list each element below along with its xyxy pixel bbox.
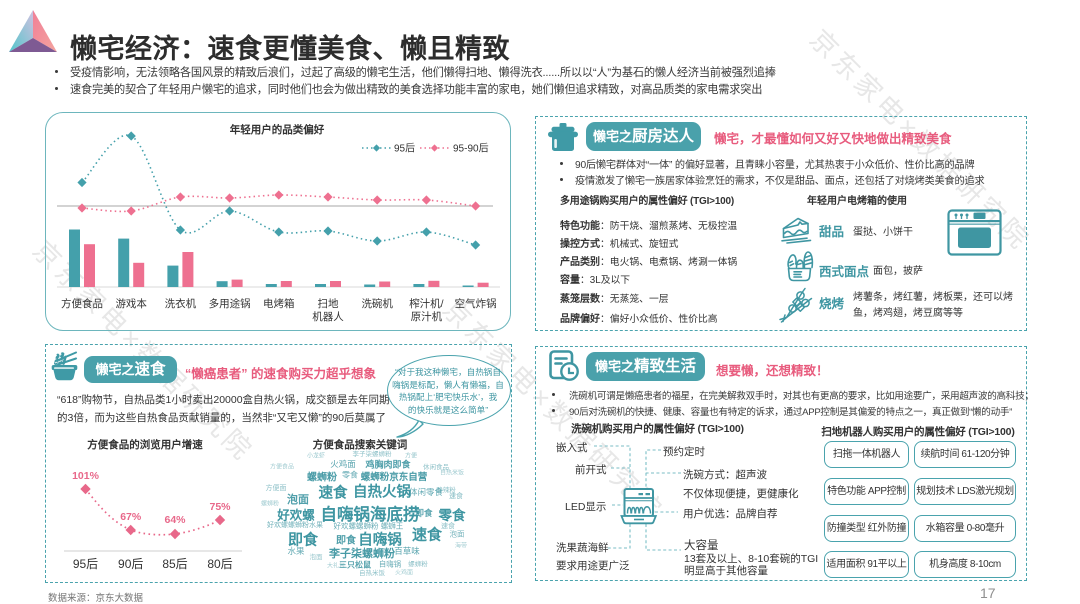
svg-text:空气炸锅: 空气炸锅 bbox=[455, 297, 497, 310]
svg-text:75%: 75% bbox=[209, 501, 231, 513]
svg-text:电烤箱: 电烤箱 bbox=[263, 297, 295, 310]
svg-text:101%: 101% bbox=[72, 470, 100, 482]
svg-text:85后: 85后 bbox=[162, 557, 187, 571]
svg-text:90后: 90后 bbox=[118, 557, 143, 571]
svg-text:机器人: 机器人 bbox=[312, 310, 344, 323]
svg-text:80后: 80后 bbox=[207, 557, 232, 571]
svg-text:洗碗机: 洗碗机 bbox=[361, 297, 393, 310]
svg-text:95-90后: 95-90后 bbox=[453, 143, 489, 155]
svg-text:洗衣机: 洗衣机 bbox=[165, 297, 197, 310]
svg-text:95后: 95后 bbox=[394, 143, 415, 155]
svg-text:67%: 67% bbox=[120, 511, 142, 523]
svg-text:95后: 95后 bbox=[73, 557, 98, 571]
svg-text:多用途锅: 多用途锅 bbox=[209, 297, 251, 310]
svg-text:扫地: 扫地 bbox=[318, 297, 339, 310]
svg-text:游戏本: 游戏本 bbox=[115, 297, 147, 310]
svg-text:方便食品: 方便食品 bbox=[61, 297, 103, 310]
svg-text:榨汁机/: 榨汁机/ bbox=[409, 297, 443, 310]
svg-text:原汁机: 原汁机 bbox=[411, 310, 443, 323]
svg-text:64%: 64% bbox=[164, 514, 186, 526]
